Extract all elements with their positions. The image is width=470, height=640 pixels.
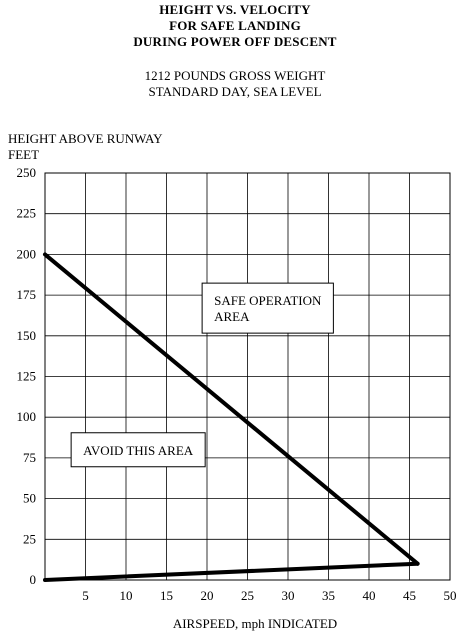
chart-title-line: HEIGHT VS. VELOCITY bbox=[159, 2, 311, 17]
x-tick-label: 40 bbox=[363, 588, 376, 603]
y-tick-label: 225 bbox=[17, 206, 37, 221]
y-axis-label-line: FEET bbox=[8, 147, 40, 162]
chart-subtitle-line: STANDARD DAY, SEA LEVEL bbox=[148, 84, 322, 99]
y-tick-label: 25 bbox=[23, 531, 36, 546]
y-axis-label-line: HEIGHT ABOVE RUNWAY bbox=[8, 131, 163, 146]
x-tick-label: 50 bbox=[444, 588, 457, 603]
plot-frame bbox=[44, 172, 451, 581]
y-tick-label: 200 bbox=[17, 246, 37, 261]
y-tick-label: 250 bbox=[17, 165, 37, 180]
annotation-text: SAFE OPERATION bbox=[214, 293, 322, 308]
y-tick-label: 100 bbox=[17, 409, 37, 424]
y-axis-label: HEIGHT ABOVE RUNWAY FEET bbox=[8, 131, 163, 163]
x-tick-label: 45 bbox=[403, 588, 416, 603]
chart-subtitle: 1212 POUNDS GROSS WEIGHT STANDARD DAY, S… bbox=[0, 68, 470, 100]
annotation-frame bbox=[201, 282, 334, 334]
y-tick-label: 0 bbox=[30, 572, 37, 587]
annotation-text: AVOID THIS AREA bbox=[83, 443, 194, 458]
series-line bbox=[43, 561, 420, 582]
x-tick-label: 25 bbox=[241, 588, 254, 603]
y-tick-label: 150 bbox=[17, 328, 37, 343]
y-tick-label: 175 bbox=[17, 287, 37, 302]
annotation-text: AREA bbox=[214, 309, 250, 324]
x-tick-label: 10 bbox=[120, 588, 133, 603]
x-tick-label: 5 bbox=[82, 588, 89, 603]
annotation-frame bbox=[70, 432, 206, 468]
x-axis-label: AIRSPEED, mph INDICATED bbox=[172, 616, 338, 631]
chart-title-line: FOR SAFE LANDING bbox=[169, 18, 301, 33]
chart-title-line: DURING POWER OFF DESCENT bbox=[133, 34, 337, 49]
chart-title: HEIGHT VS. VELOCITY FOR SAFE LANDING DUR… bbox=[0, 2, 470, 50]
x-tick-label: 35 bbox=[322, 588, 335, 603]
chart-subtitle-line: 1212 POUNDS GROSS WEIGHT bbox=[144, 68, 326, 83]
x-tick-label: 30 bbox=[282, 588, 295, 603]
y-tick-label: 125 bbox=[17, 369, 37, 384]
annotation-box: AVOID THIS AREA bbox=[70, 432, 206, 468]
x-tick-label: 20 bbox=[201, 588, 214, 603]
y-tick-label: 75 bbox=[23, 450, 36, 465]
series-line bbox=[43, 252, 420, 566]
y-tick-label: 50 bbox=[23, 491, 36, 506]
x-tick-label: 15 bbox=[160, 588, 173, 603]
